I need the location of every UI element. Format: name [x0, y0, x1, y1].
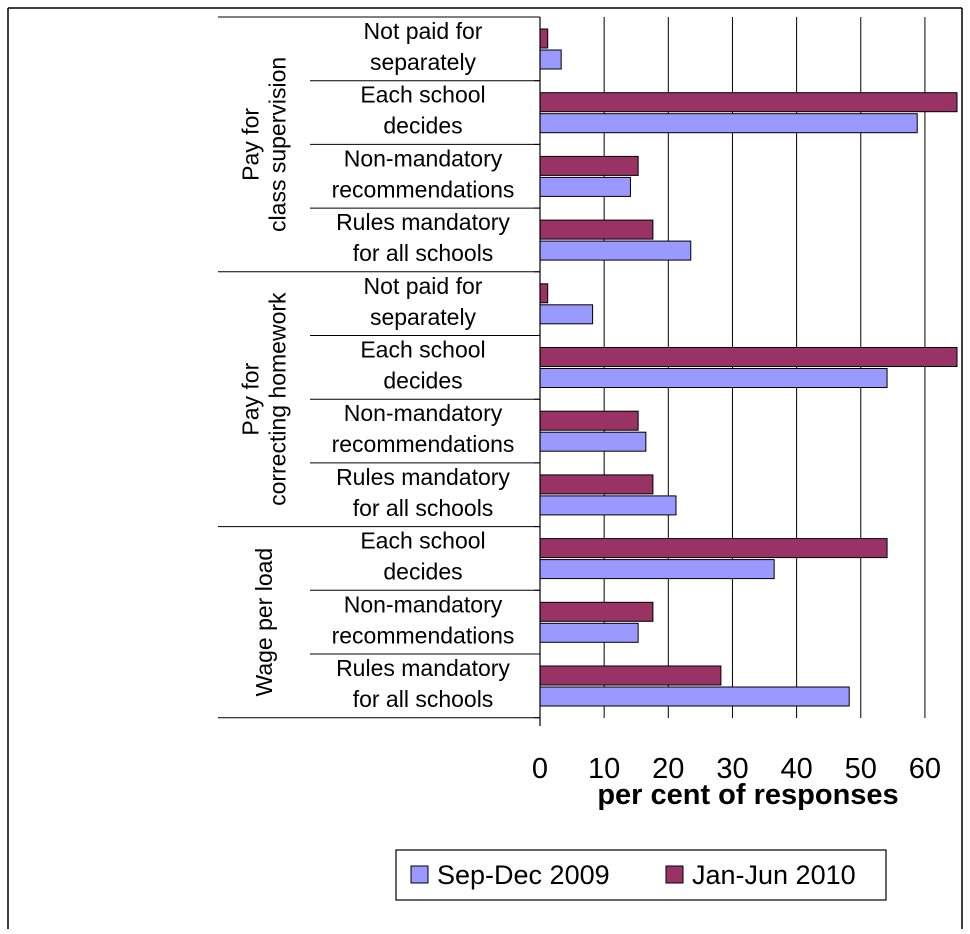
axes: [218, 16, 541, 726]
bar-jan-jun-2010: [539, 283, 549, 304]
bar-jan-jun-2010: [539, 538, 888, 559]
category-label: Non-mandatory recommendations: [332, 591, 515, 648]
bar-sep-dec-2009: [539, 495, 677, 516]
bar-sep-dec-2009: [539, 686, 850, 707]
bars: [539, 28, 958, 707]
group-label: Pay forclass supervision: [238, 57, 291, 232]
x-tick-label: 0: [532, 753, 548, 785]
bar-jan-jun-2010: [539, 474, 654, 495]
group-label: Pay forcorrecting homework: [238, 292, 291, 506]
x-tick-label: 50: [845, 753, 877, 785]
bar-jan-jun-2010: [539, 410, 639, 431]
category-labels: Not paid for separately Each school decides…: [332, 18, 515, 712]
x-tick-labels: 0 10 20 30 40 50 60: [532, 753, 941, 785]
category-label: Rules mandatory for all schools: [336, 464, 510, 521]
x-tick-label: 20: [652, 753, 684, 785]
legend-entry-label: Jan-Jun 2010: [692, 860, 856, 890]
bar-jan-jun-2010: [539, 28, 549, 49]
bar-jan-jun-2010: [539, 347, 958, 367]
category-label: Not paid for separately: [364, 18, 483, 75]
bar-sep-dec-2009: [539, 559, 775, 580]
bar-jan-jun-2010: [539, 601, 654, 622]
bar-sep-dec-2009: [539, 176, 631, 197]
bar-jan-jun-2010: [539, 155, 639, 176]
bar-sep-dec-2009: [539, 304, 594, 325]
x-tick-label: 10: [588, 753, 620, 785]
bar-jan-jun-2010: [539, 665, 722, 686]
legend-entry-label: Sep-Dec 2009: [437, 860, 610, 890]
bar-jan-jun-2010: [539, 92, 958, 113]
category-label: Each school decides: [360, 82, 485, 139]
bar-sep-dec-2009: [539, 368, 888, 388]
legend-box: [395, 849, 887, 901]
group-labels: Pay forclass supervision Pay forcorrectin…: [238, 57, 291, 697]
bar-jan-jun-2010: [539, 219, 654, 240]
category-label: Each school decides: [360, 528, 485, 585]
group-label: Wage per load: [251, 548, 277, 697]
bar-sep-dec-2009: [539, 49, 562, 70]
legend: Sep-Dec 2009 Jan-Jun 2010: [395, 849, 887, 901]
x-tick-label: 60: [909, 753, 941, 785]
bar-sep-dec-2009: [539, 240, 692, 261]
category-label: Not paid for separately: [364, 273, 483, 330]
bar-sep-dec-2009: [539, 622, 639, 643]
gridlines: [603, 17, 926, 718]
x-axis-label: per cent of responses: [597, 779, 898, 811]
category-label: Non-mandatory recommendations: [332, 400, 515, 457]
x-tick-label: 30: [716, 753, 748, 785]
bar-sep-dec-2009: [539, 113, 918, 134]
legend-swatch: [410, 865, 429, 884]
category-label: Non-mandatory recommendations: [332, 145, 515, 202]
legend-swatch: [665, 865, 684, 884]
category-label: Each school decides: [360, 337, 485, 394]
bar-sep-dec-2009: [539, 431, 647, 452]
category-label: Rules mandatory for all schools: [336, 209, 510, 266]
category-label: Rules mandatory for all schools: [336, 655, 510, 712]
x-tick-label: 40: [780, 753, 812, 785]
